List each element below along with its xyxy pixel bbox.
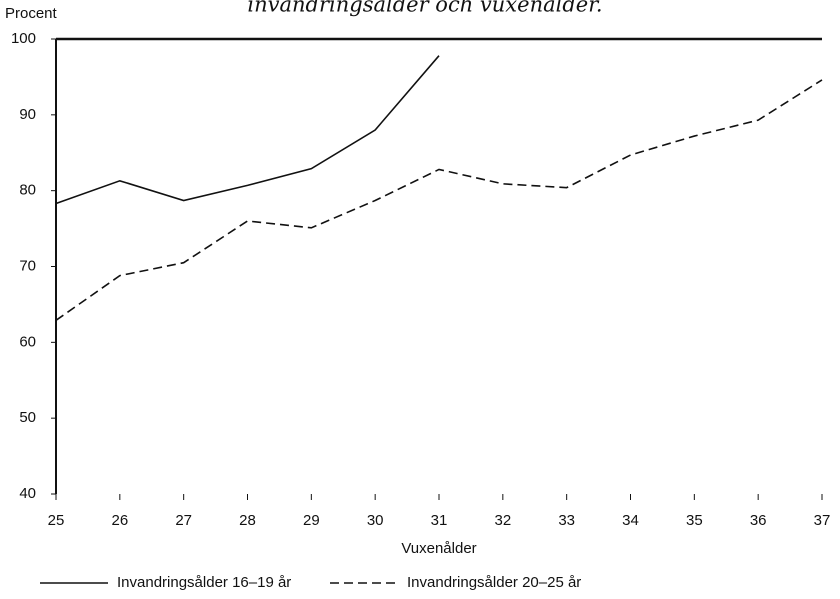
y-tick-label: 50 xyxy=(19,409,36,426)
y-tick-label: 90 xyxy=(19,106,36,123)
x-tick-label: 33 xyxy=(558,512,575,529)
series-line xyxy=(55,55,440,205)
series-line xyxy=(55,79,823,321)
x-tick-label: 36 xyxy=(750,512,767,529)
legend-label: Invandringsålder 16–19 år xyxy=(117,574,291,591)
x-tick-label: 30 xyxy=(367,512,384,529)
legend-label: Invandringsålder 20–25 år xyxy=(407,574,581,591)
x-axis-label: Vuxenålder xyxy=(401,540,476,557)
x-tick-label: 25 xyxy=(48,512,65,529)
x-tick-label: 35 xyxy=(686,512,703,529)
x-tick-label: 27 xyxy=(175,512,192,529)
y-tick-label: 60 xyxy=(19,333,36,350)
x-tick-label: 37 xyxy=(814,512,831,529)
y-tick-label: 80 xyxy=(19,182,36,199)
y-tick-label: 100 xyxy=(11,30,36,47)
x-tick-label: 32 xyxy=(494,512,511,529)
y-axis-label: Procent xyxy=(5,5,58,22)
x-tick-label: 34 xyxy=(622,512,639,529)
x-tick-label: 28 xyxy=(239,512,256,529)
x-tick-label: 31 xyxy=(431,512,448,529)
x-tick-label: 26 xyxy=(111,512,128,529)
y-tick-label: 40 xyxy=(19,485,36,502)
y-tick-label: 70 xyxy=(19,257,36,274)
chart-title: invandringsålder och vuxenålder. xyxy=(247,0,602,17)
x-tick-label: 29 xyxy=(303,512,320,529)
